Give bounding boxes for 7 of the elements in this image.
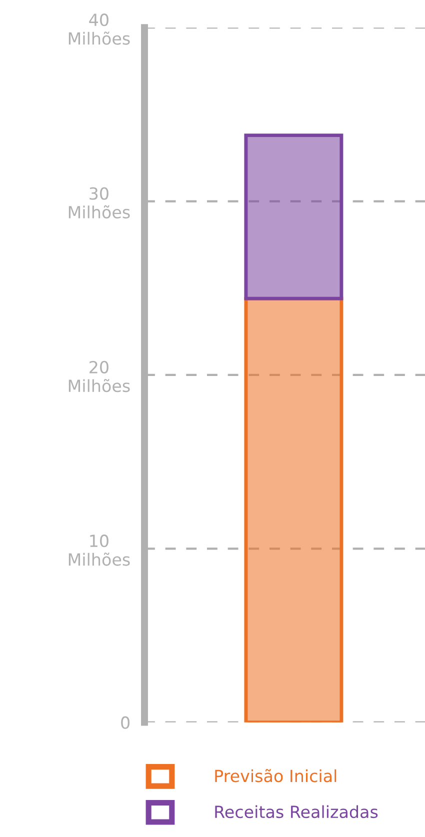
y-tick-label: 30 Milhões <box>68 187 130 218</box>
y-tick-label: 40 Milhões <box>68 14 130 45</box>
y-tick-label: 20 Milhões <box>68 360 130 392</box>
y-tick-label: 0 <box>121 716 130 729</box>
y-tick-label: 10 Milhões <box>68 534 130 566</box>
text: Previsão Inicial <box>215 769 336 782</box>
text: Receitas Realizadas <box>215 805 378 818</box>
